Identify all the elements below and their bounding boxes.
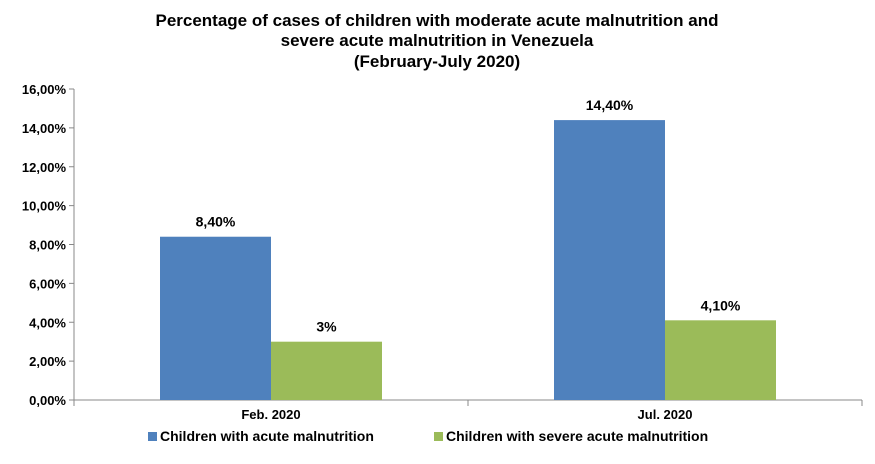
data-label: 14,40%	[586, 97, 634, 113]
legend-label: Children with acute malnutrition	[160, 428, 374, 444]
legend-swatch	[148, 432, 157, 441]
bar	[160, 236, 271, 400]
bar	[271, 341, 382, 400]
bars	[160, 120, 776, 400]
y-tick-label: 12,00%	[22, 160, 67, 175]
y-tick-label: 8,00%	[29, 238, 66, 253]
y-tick-label: 0,00%	[29, 393, 66, 408]
y-tick-label: 4,00%	[29, 315, 66, 330]
x-tick-label: Jul. 2020	[638, 407, 693, 422]
data-label: 4,10%	[701, 297, 741, 313]
y-tick-label: 10,00%	[22, 199, 67, 214]
y-tick-label: 2,00%	[29, 354, 66, 369]
data-labels: 8,40% 3% 14,40% 4,10%	[196, 97, 741, 335]
chart-title-line-1: Percentage of cases of children with mod…	[155, 11, 718, 30]
chart-title-line-2: severe acute malnutrition in Venezuela	[281, 31, 594, 50]
axes: 0,00% 2,00% 4,00% 6,00% 8,00% 10,00% 12,00% 14,…	[22, 82, 863, 422]
chart-title-line-3: (February-July 2020)	[354, 52, 520, 71]
legend-swatch	[434, 432, 443, 441]
legend-label: Children with severe acute malnutrition	[446, 428, 708, 444]
bar	[665, 320, 776, 400]
chart-title: Percentage of cases of children with mod…	[155, 11, 718, 71]
bar	[554, 120, 665, 400]
x-tick-label: Feb. 2020	[241, 407, 300, 422]
y-tick-label: 14,00%	[22, 121, 67, 136]
legend: Children with acute malnutrition Children…	[148, 428, 708, 444]
y-tick-label: 16,00%	[22, 82, 67, 97]
y-tick-label: 6,00%	[29, 276, 66, 291]
data-label: 8,40%	[196, 214, 236, 230]
data-label: 3%	[316, 319, 337, 335]
